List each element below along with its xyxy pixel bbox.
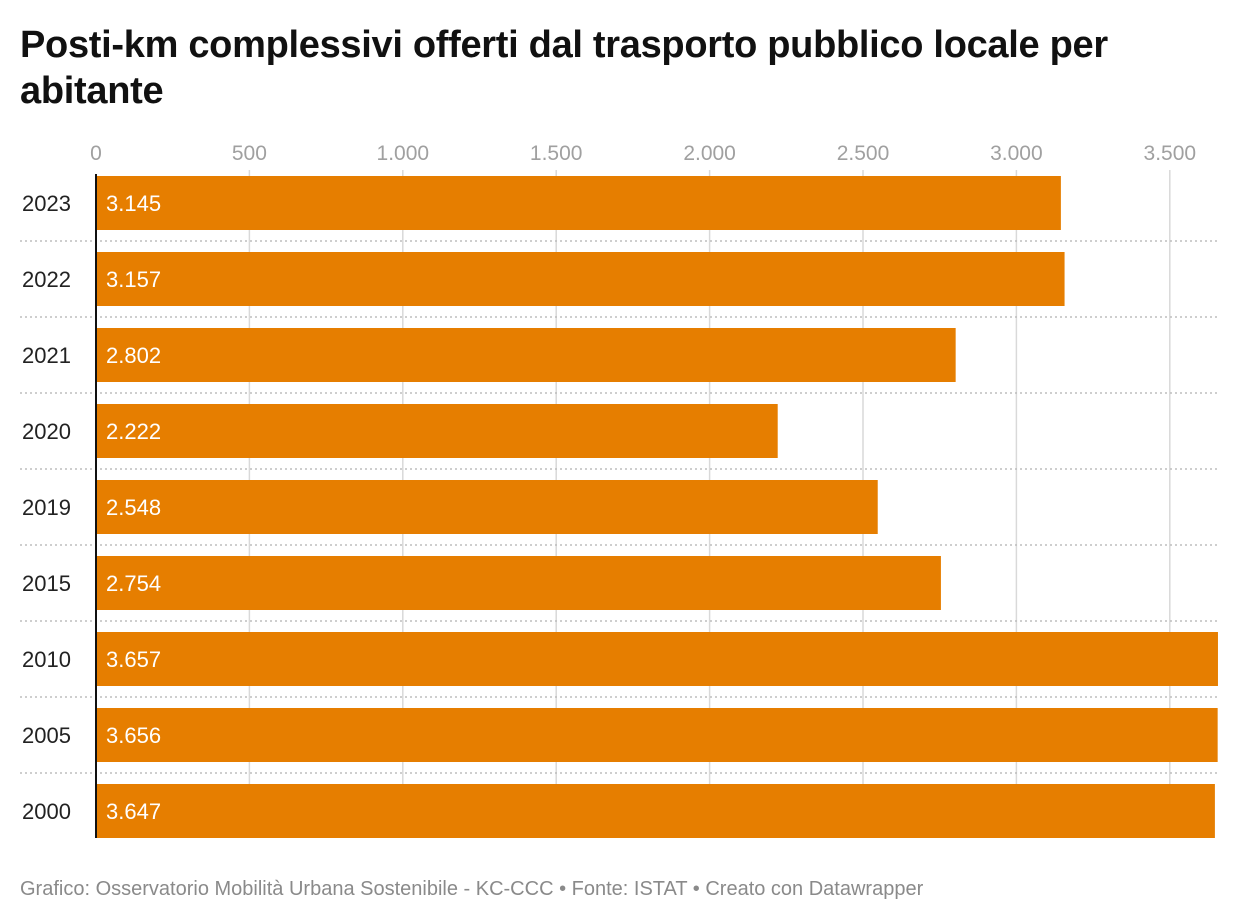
category-label: 2022 xyxy=(22,267,71,292)
bar-2000 xyxy=(96,784,1215,838)
category-label: 2000 xyxy=(22,799,71,824)
bar-value-label: 3.157 xyxy=(106,267,161,292)
category-label: 2010 xyxy=(22,647,71,672)
chart-footer: Grafico: Osservatorio Mobilità Urbana So… xyxy=(20,878,924,900)
bar-2021 xyxy=(96,328,956,382)
bars: 3.145 3.157 2.802 2.222 2.548 2.754 3.657 3.656… xyxy=(96,176,1218,838)
bar-value-label: 3.657 xyxy=(106,647,161,672)
x-tick-label: 3.500 xyxy=(1144,142,1197,165)
x-tick-label: 3.000 xyxy=(990,142,1043,165)
bar-2023 xyxy=(96,176,1061,230)
bar-value-label: 2.222 xyxy=(106,419,161,444)
bar-value-label: 3.145 xyxy=(106,191,161,216)
bar-value-label: 3.647 xyxy=(106,799,161,824)
x-tick-label: 1.500 xyxy=(530,142,583,165)
x-axis-ticks: 0 500 1.000 1.500 2.000 2.500 3.000 3.500 xyxy=(90,142,1196,165)
category-label: 2005 xyxy=(22,723,71,748)
bar-value-label: 3.656 xyxy=(106,723,161,748)
x-tick-label: 2.500 xyxy=(837,142,890,165)
bar-2020 xyxy=(96,404,778,458)
bar-2010 xyxy=(96,632,1218,686)
category-label: 2023 xyxy=(22,191,71,216)
bar-value-label: 2.754 xyxy=(106,571,161,596)
x-tick-label: 1.000 xyxy=(377,142,430,165)
x-tick-label: 2.000 xyxy=(683,142,736,165)
bar-2019 xyxy=(96,480,878,534)
bar-value-label: 2.802 xyxy=(106,343,161,368)
chart-title: Posti-km complessivi offerti dal traspor… xyxy=(20,24,1108,112)
bar-2015 xyxy=(96,556,941,610)
category-label: 2015 xyxy=(22,571,71,596)
category-label: 2020 xyxy=(22,419,71,444)
x-tick-label: 0 xyxy=(90,142,102,165)
x-tick-label: 500 xyxy=(232,142,267,165)
bar-2022 xyxy=(96,252,1065,306)
bar-2005 xyxy=(96,708,1218,762)
category-label: 2021 xyxy=(22,343,71,368)
category-label: 2019 xyxy=(22,495,71,520)
bar-value-label: 2.548 xyxy=(106,495,161,520)
category-labels: 2023 2022 2021 2020 2019 2015 2010 2005 2000 xyxy=(22,191,71,824)
